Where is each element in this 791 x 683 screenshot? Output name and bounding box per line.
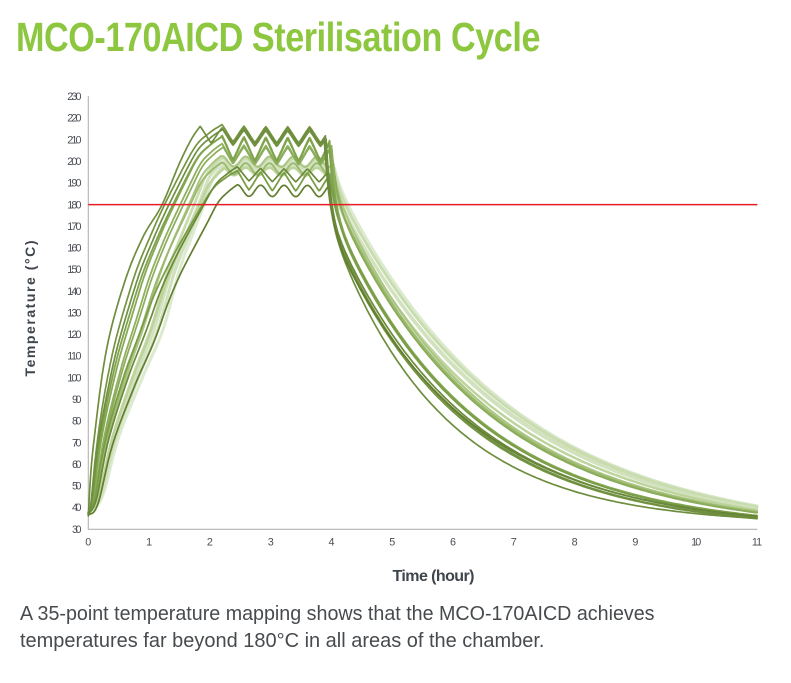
svg-text:220: 220 <box>67 113 81 125</box>
svg-text:70: 70 <box>72 437 82 449</box>
svg-text:100: 100 <box>67 372 81 384</box>
svg-text:2: 2 <box>207 537 213 549</box>
svg-text:130: 130 <box>67 308 81 320</box>
svg-text:210: 210 <box>67 134 81 146</box>
svg-text:170: 170 <box>67 221 81 233</box>
svg-text:1: 1 <box>146 537 152 549</box>
svg-text:110: 110 <box>67 351 81 363</box>
svg-text:8: 8 <box>572 537 578 549</box>
svg-text:80: 80 <box>72 416 82 428</box>
svg-text:4: 4 <box>328 537 334 549</box>
svg-text:Time (hour): Time (hour) <box>393 568 475 585</box>
svg-text:150: 150 <box>67 264 81 276</box>
svg-text:9: 9 <box>632 537 638 549</box>
svg-text:60: 60 <box>72 459 82 471</box>
svg-text:50: 50 <box>72 481 82 493</box>
svg-text:3: 3 <box>268 537 274 549</box>
svg-text:200: 200 <box>67 156 81 168</box>
svg-text:Temperature (°C): Temperature (°C) <box>22 241 38 377</box>
svg-text:40: 40 <box>72 502 82 514</box>
svg-text:5: 5 <box>389 537 395 549</box>
svg-text:120: 120 <box>67 329 81 341</box>
svg-text:30: 30 <box>72 524 82 536</box>
svg-text:160: 160 <box>67 243 81 255</box>
svg-text:230: 230 <box>67 91 81 103</box>
svg-text:90: 90 <box>72 394 82 406</box>
svg-text:0: 0 <box>85 537 91 549</box>
svg-text:180: 180 <box>67 199 81 211</box>
svg-text:7: 7 <box>511 537 517 549</box>
svg-text:6: 6 <box>450 537 456 549</box>
svg-text:190: 190 <box>67 178 81 190</box>
svg-text:140: 140 <box>67 286 81 298</box>
svg-text:10: 10 <box>691 537 701 549</box>
svg-text:11: 11 <box>752 537 762 549</box>
